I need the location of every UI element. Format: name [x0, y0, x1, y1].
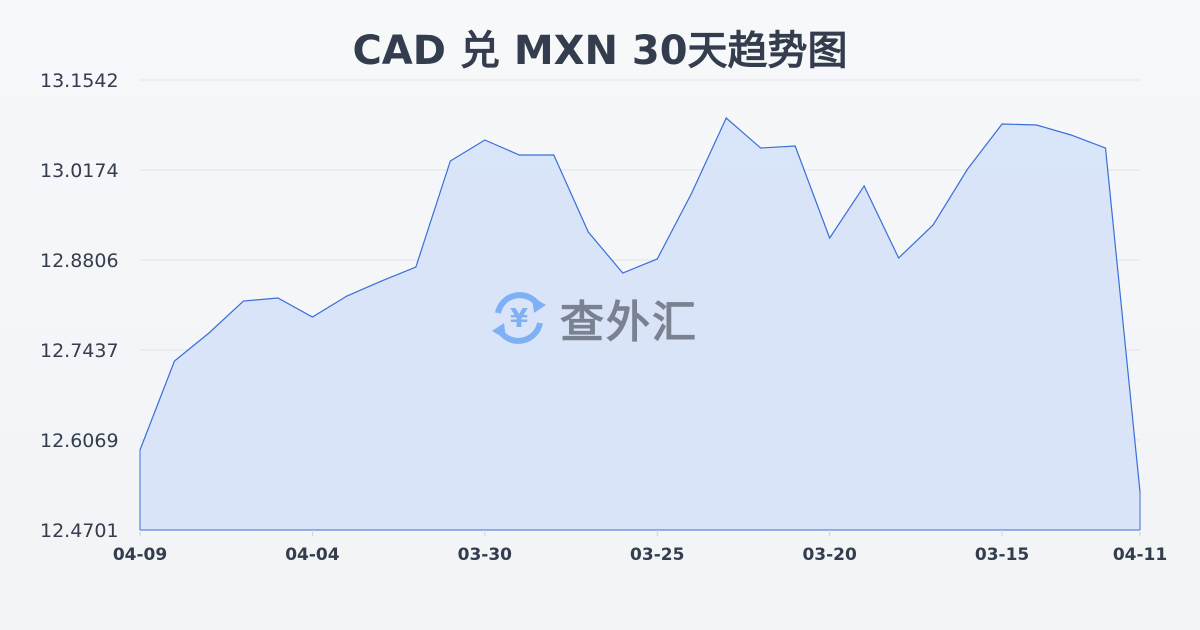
yen-exchange-icon: ¥: [492, 292, 546, 344]
area-fill: [140, 118, 1140, 531]
data-point: [622, 272, 624, 274]
data-point: [553, 154, 555, 156]
y-tick-label: 12.7437: [40, 340, 119, 362]
data-point: [449, 160, 451, 162]
data-point: [691, 192, 693, 194]
data-point: [932, 224, 934, 226]
svg-text:¥: ¥: [510, 304, 528, 334]
y-tick-label: 12.4701: [40, 520, 119, 542]
y-tick-label: 12.8806: [40, 250, 119, 272]
data-point: [863, 185, 865, 187]
data-point: [242, 300, 244, 302]
x-tick-label: 04-11: [1113, 545, 1167, 565]
data-point: [277, 297, 279, 299]
x-tick-label: 03-30: [458, 545, 513, 565]
x-tick-label: 04-04: [285, 545, 340, 565]
series-line: [139, 117, 1141, 493]
data-point: [1139, 491, 1141, 493]
data-point: [587, 231, 589, 233]
data-point: [380, 280, 382, 282]
y-tick-label: 13.0174: [40, 160, 119, 182]
data-point: [208, 332, 210, 334]
data-point: [415, 266, 417, 268]
data-point: [656, 258, 658, 260]
data-point: [1070, 134, 1072, 136]
data-point: [829, 237, 831, 239]
data-point: [898, 257, 900, 259]
data-point: [760, 147, 762, 149]
watermark: ¥ 查外汇: [488, 286, 698, 350]
data-point: [518, 154, 520, 156]
data-point: [139, 449, 141, 451]
data-point: [346, 295, 348, 297]
data-point: [173, 360, 175, 362]
y-tick-label: 12.6069: [40, 430, 119, 452]
chart-title: CAD 兑 MXN 30天趋势图: [352, 28, 848, 74]
x-tick-label: 03-25: [630, 545, 684, 565]
y-tick-label: 13.1542: [40, 70, 119, 92]
x-tick-label: 03-20: [802, 545, 857, 565]
data-point: [1036, 124, 1038, 126]
watermark-text: 查外汇: [560, 297, 698, 348]
data-point: [725, 117, 727, 119]
data-point: [1001, 123, 1003, 125]
data-point: [311, 316, 313, 318]
data-point: [1105, 147, 1107, 149]
data-point: [967, 168, 969, 170]
x-tick-label: 03-15: [975, 545, 1029, 565]
data-point: [484, 139, 486, 141]
x-tick-label: 04-09: [113, 545, 167, 565]
data-point: [794, 145, 796, 147]
